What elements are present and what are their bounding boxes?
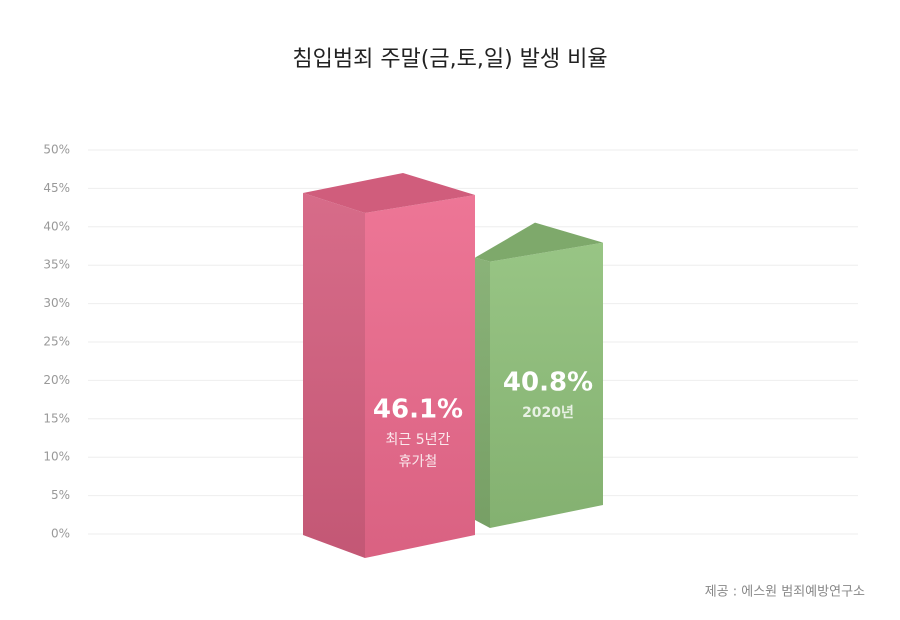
bar-shading bbox=[475, 242, 603, 528]
y-tick-label: 10% bbox=[43, 450, 70, 464]
category-label: 휴가철 bbox=[399, 454, 438, 470]
y-tick-label: 35% bbox=[43, 258, 70, 272]
bar bbox=[303, 172, 475, 558]
y-tick-label: 5% bbox=[51, 488, 70, 502]
source-note: 제공 : 에스원 범죄예방연구소 bbox=[705, 585, 865, 600]
bar-shading bbox=[303, 192, 475, 558]
y-tick-label: 50% bbox=[43, 143, 70, 157]
chart-title: 침입범죄 주말(금,토,일) 발생 비율 bbox=[292, 47, 607, 72]
y-tick-label: 20% bbox=[43, 373, 70, 387]
value-label: 46.1% bbox=[373, 395, 463, 425]
y-tick-label: 25% bbox=[43, 335, 70, 349]
bar-top-face bbox=[475, 222, 603, 262]
bar bbox=[475, 222, 603, 528]
y-tick-label: 15% bbox=[43, 411, 70, 425]
category-label: 2020년 bbox=[522, 405, 574, 421]
category-label: 최근 5년간 bbox=[386, 432, 451, 448]
y-tick-label: 45% bbox=[43, 181, 70, 195]
y-tick-label: 40% bbox=[43, 219, 70, 233]
y-tick-label: 0% bbox=[51, 527, 70, 541]
bar-top-face bbox=[303, 172, 475, 213]
y-tick-label: 30% bbox=[43, 296, 70, 310]
value-label: 40.8% bbox=[503, 368, 593, 398]
